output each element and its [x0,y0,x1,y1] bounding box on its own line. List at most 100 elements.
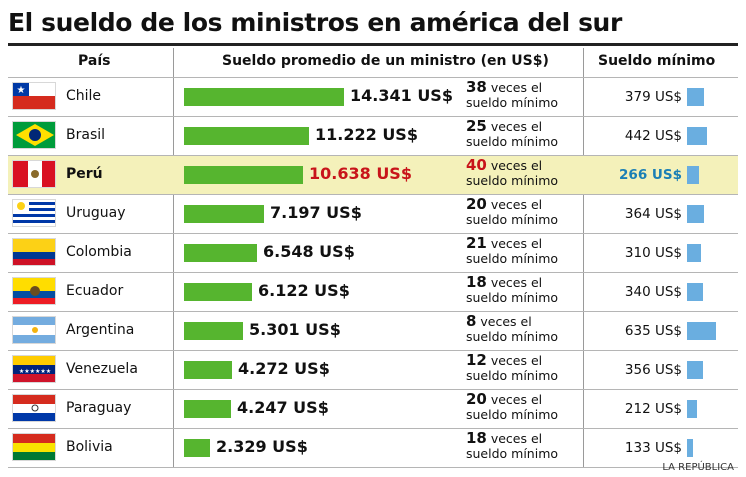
times-number: 38 [466,78,487,96]
salary-value-label: 10.638 US$ [309,164,412,183]
minimum-wage-bar [687,127,707,145]
times-minimum-text: 12 veces el sueldo mínimo [466,351,559,384]
minimum-wage-bar [687,400,697,418]
salary-value-label: 5.301 US$ [249,320,341,339]
salary-bar [184,127,309,145]
minimum-wage-bar [687,244,701,262]
minimum-wage-value: 212 US$ [624,401,682,417]
times-label: veces el sueldo mínimo [466,236,559,266]
country-name: Colombia [66,244,132,260]
row-divider [8,389,738,390]
header-salary: Sueldo promedio de un ministro (en US$) [222,53,549,69]
times-minimum-text: 38 veces el sueldo mínimo [466,78,559,111]
minimum-wage-value: 133 US$ [624,440,682,456]
country-name: Ecuador [66,283,124,299]
flag-ecuador-icon [12,277,56,305]
minimum-wage-bar [687,361,703,379]
minimum-wage-bar [687,88,704,106]
salary-bar [184,361,232,379]
country-name: Uruguay [66,205,126,221]
salary-value-label: 14.341 US$ [350,86,453,105]
salary-bar [184,439,210,457]
salary-bar [184,244,257,262]
minimum-wage-value: 379 US$ [624,89,682,105]
row-divider [8,467,738,468]
times-number: 8 [466,312,477,330]
times-label: veces el sueldo mínimo [466,275,559,305]
salary-value-label: 7.197 US$ [270,203,362,222]
salary-value-label: 6.122 US$ [258,281,350,300]
minimum-wage-bar [687,322,716,340]
times-number: 21 [466,234,487,252]
times-label: veces el sueldo mínimo [466,197,559,227]
times-minimum-text: 20 veces el sueldo mínimo [466,195,559,228]
country-name: Paraguay [66,400,132,416]
times-label: veces el sueldo mínimo [466,431,559,461]
header-country: País [78,53,111,69]
table-header: País Sueldo promedio de un ministro (en … [8,47,738,77]
salary-bar [184,88,344,106]
flag-venezuela-icon: ★★★★★★ [12,355,56,383]
flag-peru-icon [12,160,56,188]
flag-colombia-icon [12,238,56,266]
svg-text:★★★★★★: ★★★★★★ [19,368,51,375]
row-divider [8,272,738,273]
chart-title: El sueldo de los ministros en américa de… [8,8,622,37]
minimum-wage-value: 266 US$ [619,167,682,183]
times-label: veces el sueldo mínimo [466,158,559,188]
salary-bar [184,283,252,301]
flag-uruguay-icon [12,199,56,227]
title-rule [8,43,738,46]
salary-bar [184,205,264,223]
country-name: Venezuela [66,361,138,377]
times-number: 40 [466,156,487,174]
highlight-row-background [8,155,738,194]
salary-value-label: 2.329 US$ [216,437,308,456]
row-divider [8,155,738,156]
row-divider [8,116,738,117]
times-label: veces el sueldo mínimo [466,80,559,110]
country-name: Perú [66,166,103,182]
minimum-wage-value: 340 US$ [624,284,682,300]
times-label: veces el sueldo mínimo [466,314,559,344]
flag-argentina-icon [12,316,56,344]
salary-bar [184,166,303,184]
header-minimum: Sueldo mínimo [598,53,716,69]
times-minimum-text: 20 veces el sueldo mínimo [466,392,559,423]
salary-value-label: 4.272 US$ [238,359,330,378]
times-number: 18 [466,273,487,291]
column-divider [583,48,584,467]
flag-brasil-icon [12,121,56,149]
salary-bar [184,400,231,418]
country-name: Argentina [66,322,135,338]
row-divider [8,77,738,78]
minimum-wage-bar [687,205,704,223]
minimum-wage-bar [687,439,693,457]
times-label: veces el sueldo mínimo [466,119,559,149]
row-divider [8,428,738,429]
minimum-wage-value: 635 US$ [624,323,682,339]
times-label: veces el sueldo mínimo [466,353,559,383]
minimum-wage-bar [687,283,703,301]
minimum-wage-bar [687,166,699,184]
times-label: veces el sueldo mínimo [466,392,559,422]
row-divider [8,233,738,234]
salary-bar [184,322,243,340]
times-number: 20 [466,195,487,213]
salary-value-label: 11.222 US$ [315,125,418,144]
minimum-wage-value: 310 US$ [624,245,682,261]
flag-paraguay-icon [12,394,56,422]
row-divider [8,350,738,351]
times-minimum-text: 40 veces el sueldo mínimo [466,156,559,189]
column-divider [173,48,174,467]
minimum-wage-value: 356 US$ [624,362,682,378]
salary-value-label: 6.548 US$ [263,242,355,261]
minimum-wage-value: 442 US$ [624,128,682,144]
row-divider [8,194,738,195]
svg-text:★: ★ [17,85,26,96]
source-credit: LA REPÚBLICA [662,462,734,473]
times-minimum-text: 18 veces el sueldo mínimo [466,273,559,306]
country-name: Brasil [66,127,106,143]
times-number: 12 [466,351,487,369]
country-name: Chile [66,88,102,104]
